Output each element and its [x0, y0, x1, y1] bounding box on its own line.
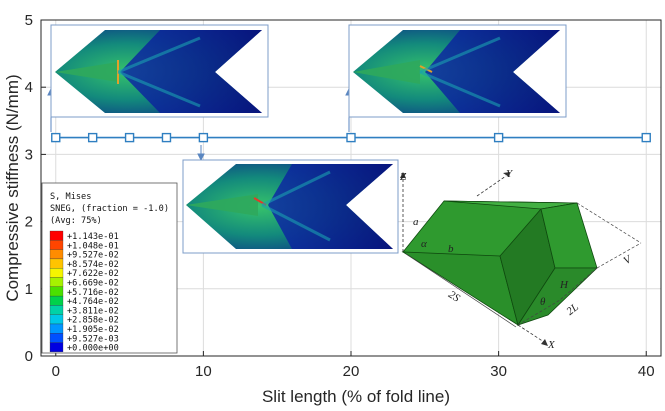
legend-header-0: S, Mises — [50, 192, 91, 202]
y-tick-label: 1 — [25, 281, 33, 298]
legend-swatch — [49, 314, 64, 325]
x-tick-label: 40 — [638, 363, 655, 380]
geometry-schematic: Z Y X a α b 2S θ H 2L V — [400, 168, 642, 351]
legend-swatch — [49, 295, 64, 306]
fem-inset-20pct — [348, 24, 567, 118]
legend-value: +2.858e-02 — [67, 316, 119, 326]
data-point-marker — [124, 132, 135, 143]
legend-swatch — [49, 258, 64, 269]
legend-value: +9.527e-02 — [67, 251, 119, 261]
data-point-marker — [346, 132, 356, 143]
dim-2l-label: 2L — [564, 301, 581, 318]
data-point-marker — [161, 132, 172, 143]
legend-box — [41, 182, 178, 354]
data-point-marker — [641, 132, 651, 143]
legend-value: +8.574e-02 — [67, 260, 119, 270]
legend-value: +4.764e-02 — [67, 297, 119, 307]
axis-z-label: Z — [400, 171, 407, 183]
series-stiffness — [51, 132, 651, 143]
axis-x-label: X — [547, 339, 556, 351]
tick-labels: 0 10 20 30 40 0 1 2 3 4 5 — [25, 12, 655, 380]
legend-swatch — [49, 323, 64, 334]
y-tick-label: 0 — [25, 348, 33, 365]
dim-v-label: V — [622, 253, 635, 267]
legend-swatch — [49, 342, 64, 353]
dim-h-label: H — [559, 279, 569, 291]
legend-value: +7.622e-02 — [67, 269, 119, 279]
y-tick-label: 4 — [25, 79, 33, 96]
x-tick-label: 10 — [195, 363, 212, 380]
dim-a-label: a — [413, 216, 419, 228]
legend-value: +3.811e-02 — [67, 306, 119, 316]
axes — [40, 19, 662, 357]
data-point-marker — [198, 132, 209, 143]
x-tick-label: 0 — [52, 363, 60, 380]
legend-value: +1.905e-02 — [67, 325, 119, 335]
legend-value: +5.716e-02 — [67, 288, 119, 298]
legend-value: +6.669e-02 — [67, 279, 119, 289]
legend-swatch — [49, 286, 64, 297]
legend-header-2: (Avg: 75%) — [50, 216, 102, 226]
x-axis-label: Slit length (% of fold line) — [262, 387, 450, 406]
legend-value: +1.048e-01 — [67, 241, 119, 251]
data-point-marker — [87, 132, 98, 143]
legend-swatch — [49, 305, 64, 315]
y-tick-label: 2 — [25, 214, 33, 231]
legend-value: +9.527e-03 — [67, 334, 119, 344]
contour-legend: S, Mises SNEG, (fraction = -1.0) (Avg: 7… — [41, 182, 178, 354]
legend-value: +1.143e-01 — [67, 232, 119, 242]
legend-header-1: SNEG, (fraction = -1.0) — [50, 204, 169, 214]
data-point-marker — [51, 132, 61, 143]
legend-swatch — [49, 230, 64, 241]
y-axis-label: Compressive stiffness (N/mm) — [3, 74, 22, 301]
dim-theta-label: θ — [540, 296, 546, 308]
fem-inset-0pct — [50, 24, 269, 118]
legend-swatch — [49, 277, 64, 287]
y-tick-label: 5 — [25, 12, 33, 29]
fem-inset-10pct — [182, 159, 399, 254]
legend-swatch — [49, 268, 64, 278]
axis-y-label: Y — [506, 168, 514, 180]
y-tick-label: 3 — [25, 146, 33, 163]
dim-alpha-label: α — [421, 238, 427, 250]
legend-value: +0.000e+00 — [67, 344, 119, 354]
dim-b-label: b — [448, 243, 454, 255]
x-tick-label: 30 — [490, 363, 507, 380]
x-tick-label: 20 — [343, 363, 360, 380]
legend-swatch — [49, 240, 64, 250]
legend-swatch — [49, 333, 64, 343]
legend-entries: +1.143e-01+1.048e-01+9.527e-02+8.574e-02… — [49, 230, 119, 354]
data-point-marker — [493, 132, 504, 143]
legend-swatch — [49, 249, 64, 260]
dim-2s-label: 2S — [446, 289, 462, 305]
